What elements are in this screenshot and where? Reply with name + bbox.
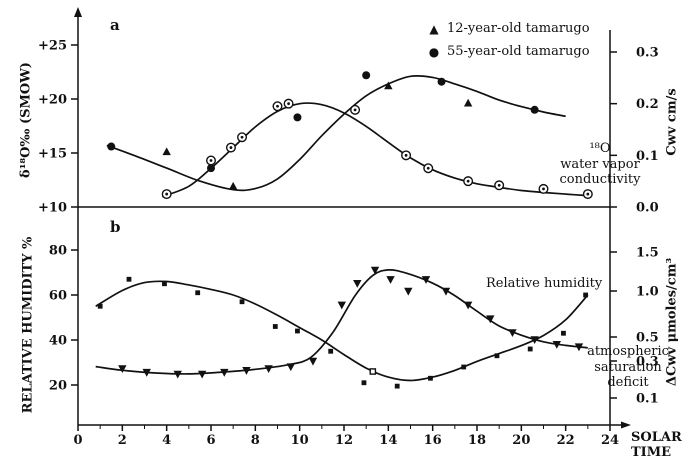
legend-item: ● 55-year-old tamarugo — [424, 40, 590, 63]
svg-text:0.2: 0.2 — [636, 97, 659, 112]
svg-text:10: 10 — [291, 433, 309, 448]
svg-text:4: 4 — [162, 433, 171, 448]
annotation-line: water vapor — [560, 156, 640, 172]
svg-text:18: 18 — [468, 433, 486, 448]
legend: ▲ 12-year-old tamarugo ● 55-year-old tam… — [424, 17, 590, 63]
svg-text:+15: +15 — [38, 147, 67, 162]
svg-text:8: 8 — [251, 433, 260, 448]
svg-text:40: 40 — [49, 334, 67, 349]
svg-text:12: 12 — [335, 433, 353, 448]
legend-label: 12-year-old tamarugo — [447, 21, 590, 36]
svg-text:16: 16 — [424, 433, 442, 448]
annotation-line: conductivity — [559, 172, 641, 187]
legend-label: 55-year-old tamarugo — [447, 44, 590, 59]
annotation-line: atmospheric — [587, 344, 669, 359]
relative-humidity-annotation: Relative humidity — [486, 276, 603, 291]
svg-text:0.3: 0.3 — [636, 46, 659, 61]
triangle-marker-icon: ▲ — [429, 21, 439, 36]
panel-b-left-axis-label: RELATIVE HUMIDITY % — [20, 236, 36, 414]
saturation-deficit-annotation: atmospheric saturation deficit — [586, 344, 670, 391]
annotation-line: saturation — [594, 359, 662, 375]
circle-marker-icon: ● — [428, 44, 440, 59]
panel-a-left-axis-label: δ¹⁸O‰ (SMOW) — [18, 62, 34, 178]
conductivity-annotation: ¹⁸O water vapor conductivity — [556, 141, 644, 188]
svg-text:60: 60 — [49, 289, 67, 304]
panel-a-letter: a — [110, 16, 120, 34]
svg-text:1.0: 1.0 — [636, 285, 659, 300]
svg-text:+10: +10 — [38, 201, 67, 216]
svg-text:22: 22 — [557, 433, 575, 448]
svg-text:+25: +25 — [38, 39, 67, 54]
svg-text:1.5: 1.5 — [636, 246, 659, 261]
svg-text:+20: +20 — [38, 93, 67, 108]
svg-text:0.0: 0.0 — [636, 201, 659, 216]
svg-text:20: 20 — [49, 379, 67, 394]
svg-text:0.1: 0.1 — [636, 392, 659, 407]
svg-text:20: 20 — [512, 433, 530, 448]
svg-text:0.3: 0.3 — [636, 355, 659, 370]
panel-a-right-axis-label: Cwv cm/s — [664, 88, 680, 156]
svg-text:14: 14 — [379, 433, 397, 448]
svg-text:6: 6 — [206, 433, 215, 448]
svg-text:0: 0 — [73, 433, 82, 448]
svg-text:0.1: 0.1 — [636, 149, 659, 164]
svg-text:24: 24 — [601, 433, 619, 448]
svg-text:0.5: 0.5 — [636, 331, 659, 346]
svg-text:80: 80 — [49, 244, 67, 259]
annotation-line: ¹⁸O — [589, 141, 611, 156]
legend-item: ▲ 12-year-old tamarugo — [424, 17, 590, 40]
svg-text:2: 2 — [118, 433, 127, 448]
annotation-line: deficit — [607, 375, 649, 390]
x-axis-title: SOLAR TIME — [631, 430, 682, 460]
panel-b-letter: b — [110, 218, 121, 236]
